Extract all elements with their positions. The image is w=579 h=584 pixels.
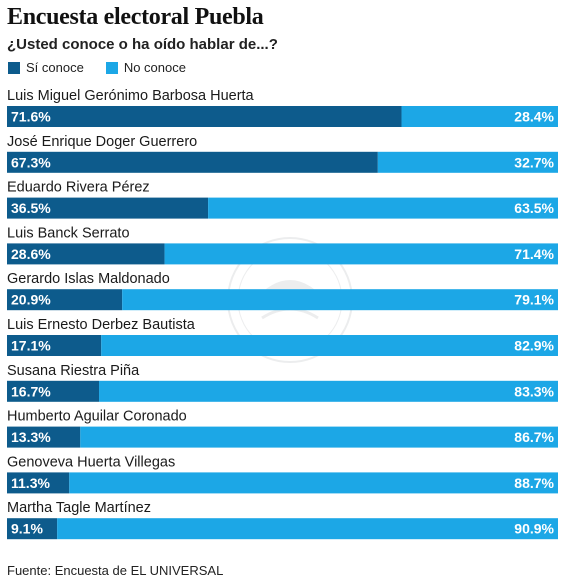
legend-item-no-conoce: No conoce	[105, 60, 186, 75]
value-label-no-conoce: 88.7%	[514, 475, 554, 491]
category-label: Genoveva Huerta Villegas	[7, 454, 175, 470]
bar-no-conoce	[377, 151, 558, 173]
value-label-si-conoce: 28.6%	[11, 246, 51, 262]
legend-swatch-si-conoce	[8, 61, 20, 74]
bar-no-conoce	[80, 426, 559, 448]
category-label: Humberto Aguilar Coronado	[7, 409, 187, 425]
bar-si-conoce	[7, 426, 81, 448]
value-label-no-conoce: 79.1%	[514, 292, 554, 308]
value-label-si-conoce: 11.3%	[11, 475, 50, 491]
value-label-no-conoce: 32.7%	[514, 154, 554, 170]
chart-subtitle: ¿Usted conoce o ha oído hablar de...?	[7, 36, 278, 53]
bar-no-conoce	[57, 518, 559, 540]
bar-si-conoce	[7, 472, 70, 494]
value-label-si-conoce: 9.1%	[11, 521, 43, 537]
value-label-no-conoce: 82.9%	[514, 338, 554, 354]
bar-si-conoce	[7, 197, 209, 219]
category-label: José Enrique Doger Guerrero	[7, 134, 197, 150]
category-label: Luis Miguel Gerónimo Barbosa Huerta	[7, 88, 255, 104]
bar-no-conoce	[164, 243, 558, 265]
value-label-no-conoce: 71.4%	[514, 246, 554, 262]
legend: Sí conoce No conoce	[8, 60, 208, 75]
category-label: Luis Banck Serrato	[7, 225, 130, 241]
value-label-no-conoce: 83.3%	[514, 383, 554, 399]
legend-label-no-conoce: No conoce	[123, 60, 186, 75]
category-label: Martha Tagle Martínez	[7, 500, 151, 516]
category-label: Eduardo Rivera Pérez	[7, 180, 150, 196]
bar-si-conoce	[7, 243, 165, 265]
value-label-si-conoce: 20.9%	[11, 292, 51, 308]
bar-no-conoce	[101, 335, 558, 356]
bar-si-conoce	[7, 335, 102, 356]
category-label: Susana Riestra Piña	[7, 363, 140, 379]
category-label: Gerardo Islas Maldonado	[7, 271, 170, 287]
value-label-si-conoce: 71.6%	[11, 109, 51, 125]
value-label-si-conoce: 17.1%	[11, 338, 51, 354]
legend-item-si-conoce: Sí conoce	[8, 60, 84, 75]
bar-no-conoce	[122, 289, 558, 311]
bar-no-conoce	[69, 472, 558, 494]
value-label-no-conoce: 28.4%	[514, 109, 554, 125]
legend-swatch-no-conoce	[105, 61, 118, 74]
value-label-si-conoce: 67.3%	[11, 154, 51, 170]
value-label-no-conoce: 90.9%	[514, 521, 554, 537]
bar-si-conoce	[7, 518, 58, 540]
value-label-no-conoce: 63.5%	[514, 200, 554, 216]
bar-no-conoce	[99, 380, 558, 402]
value-label-si-conoce: 16.7%	[11, 383, 51, 399]
value-label-no-conoce: 86.7%	[514, 429, 554, 445]
bar-si-conoce	[7, 380, 100, 402]
chart-title: Encuesta electoral Puebla	[7, 4, 264, 30]
bar-si-conoce	[7, 289, 123, 311]
source-note: Fuente: Encuesta de EL UNIVERSAL	[7, 563, 224, 578]
value-label-si-conoce: 13.3%	[11, 429, 51, 445]
category-label: Luis Ernesto Derbez Bautista	[7, 317, 196, 333]
bar-si-conoce	[7, 151, 378, 173]
bar-no-conoce	[401, 106, 558, 127]
bar-si-conoce	[7, 106, 402, 127]
legend-label-si-conoce: Sí conoce	[26, 60, 84, 75]
value-label-si-conoce: 36.5%	[11, 200, 51, 216]
bar-no-conoce	[208, 197, 559, 219]
